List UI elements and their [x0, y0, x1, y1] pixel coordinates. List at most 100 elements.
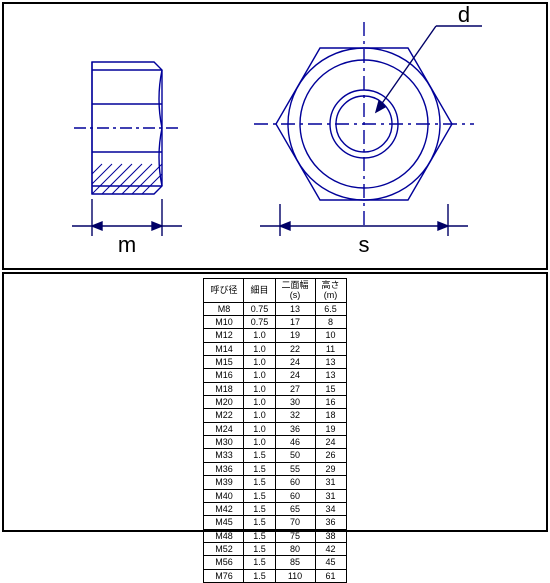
cell: 50 [275, 449, 315, 462]
cell: 24 [315, 436, 346, 449]
cell: M56 [204, 556, 244, 569]
table-row: M151.02413 [204, 356, 346, 369]
table-row: M521.58042 [204, 542, 346, 555]
cell: 29 [315, 462, 346, 475]
cell: 13 [315, 369, 346, 382]
cell: 31 [315, 476, 346, 489]
table-head: 呼び径細目二面幅(s)高さ(m) [204, 279, 346, 303]
table-body: M80.75136.5M100.75178M121.01910M141.0221… [204, 302, 346, 582]
table-row: M331.55026 [204, 449, 346, 462]
cell: 30 [275, 396, 315, 409]
cell: 1.5 [244, 542, 275, 555]
table-row: M221.03218 [204, 409, 346, 422]
cell: 1.5 [244, 462, 275, 475]
table-row: M401.56031 [204, 489, 346, 502]
cell: 11 [315, 342, 346, 355]
cell: 1.0 [244, 422, 275, 435]
top-view [254, 22, 482, 236]
table-row: M141.02211 [204, 342, 346, 355]
cell: 1.5 [244, 502, 275, 515]
cell: M10 [204, 316, 244, 329]
label-d: d [458, 4, 470, 27]
cell: 80 [275, 542, 315, 555]
cell: M18 [204, 382, 244, 395]
cell: 55 [275, 462, 315, 475]
table-row: M100.75178 [204, 316, 346, 329]
table-panel: 呼び径細目二面幅(s)高さ(m) M80.75136.5M100.75178M1… [2, 272, 548, 532]
cell: M30 [204, 436, 244, 449]
table-row: M181.02715 [204, 382, 346, 395]
table-row: M201.03016 [204, 396, 346, 409]
cell: 18 [315, 409, 346, 422]
cell: 38 [315, 529, 346, 542]
cell: 13 [275, 302, 315, 315]
cell: 15 [315, 382, 346, 395]
table-row: M161.02413 [204, 369, 346, 382]
table-row: M761.511061 [204, 569, 346, 582]
cell: 110 [275, 569, 315, 582]
table-row: M301.04624 [204, 436, 346, 449]
cell: 0.75 [244, 302, 275, 315]
cell: 24 [275, 356, 315, 369]
table-row: M451.57036 [204, 516, 346, 529]
cell: 1.5 [244, 449, 275, 462]
cell: 36 [275, 422, 315, 435]
cell: M22 [204, 409, 244, 422]
cell: 8 [315, 316, 346, 329]
cell: 1.5 [244, 489, 275, 502]
cell: 1.0 [244, 329, 275, 342]
cell: M8 [204, 302, 244, 315]
diagram-panel: m s d [2, 2, 548, 270]
cell: 1.5 [244, 556, 275, 569]
spec-table: 呼び径細目二面幅(s)高さ(m) M80.75136.5M100.75178M1… [203, 278, 346, 583]
cell: 16 [315, 396, 346, 409]
cell: M76 [204, 569, 244, 582]
cell: M12 [204, 329, 244, 342]
cell: M42 [204, 502, 244, 515]
cell: 19 [275, 329, 315, 342]
cell: 1.0 [244, 356, 275, 369]
cell: 27 [275, 382, 315, 395]
cell: 19 [315, 422, 346, 435]
cell: 17 [275, 316, 315, 329]
cell: 32 [275, 409, 315, 422]
cell: M52 [204, 542, 244, 555]
table-row: M80.75136.5 [204, 302, 346, 315]
cell: 42 [315, 542, 346, 555]
cell: 70 [275, 516, 315, 529]
cell: 34 [315, 502, 346, 515]
cell: M16 [204, 369, 244, 382]
cell: 1.0 [244, 436, 275, 449]
cell: M14 [204, 342, 244, 355]
cell: 1.0 [244, 409, 275, 422]
cell: M45 [204, 516, 244, 529]
label-s: s [359, 232, 370, 257]
table-row: M481.57538 [204, 529, 346, 542]
cell: 45 [315, 556, 346, 569]
col-header: 高さ(m) [315, 279, 346, 303]
cell: 22 [275, 342, 315, 355]
cell: M24 [204, 422, 244, 435]
cell: 13 [315, 356, 346, 369]
cell: M40 [204, 489, 244, 502]
cell: 24 [275, 369, 315, 382]
table-row: M121.01910 [204, 329, 346, 342]
cell: 1.0 [244, 396, 275, 409]
cell: 1.0 [244, 369, 275, 382]
col-header: 二面幅(s) [275, 279, 315, 303]
cell: 1.5 [244, 529, 275, 542]
cell: 1.0 [244, 382, 275, 395]
cell: M20 [204, 396, 244, 409]
cell: 6.5 [315, 302, 346, 315]
cell: 10 [315, 329, 346, 342]
cell: 1.5 [244, 516, 275, 529]
cell: 36 [315, 516, 346, 529]
cell: 1.5 [244, 476, 275, 489]
cell: 60 [275, 476, 315, 489]
table-row: M421.56534 [204, 502, 346, 515]
col-header: 呼び径 [204, 279, 244, 303]
cell: M33 [204, 449, 244, 462]
label-m: m [118, 232, 136, 257]
cell: 65 [275, 502, 315, 515]
cell: 60 [275, 489, 315, 502]
